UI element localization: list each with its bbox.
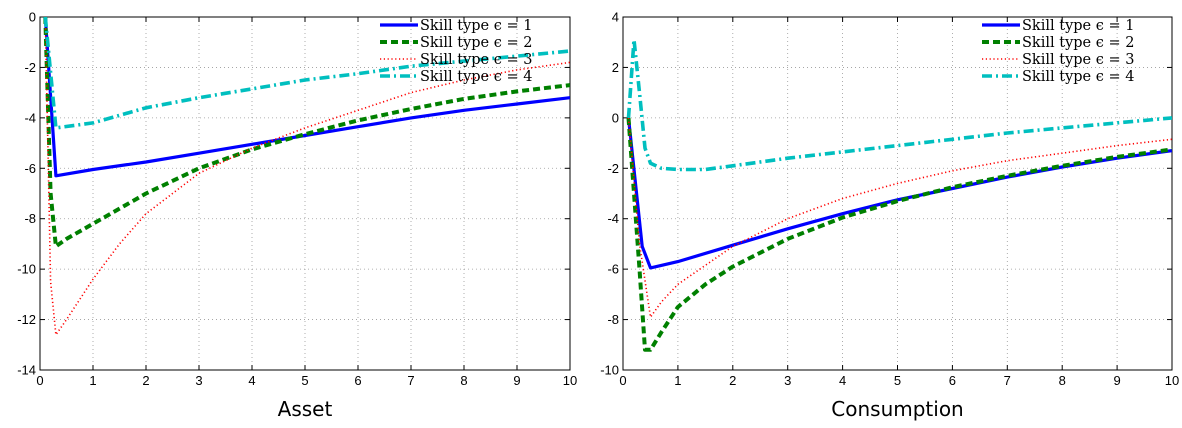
y-tick-label: -4 [24, 110, 36, 125]
x-axis-label: Consumption [831, 397, 963, 421]
x-tick-label: 2 [729, 373, 736, 388]
x-tick-label: 1 [674, 373, 681, 388]
legend-label-2: Skill type ϵ = 2 [1022, 35, 1134, 51]
y-tick-label: -10 [600, 363, 619, 378]
x-tick-label: 5 [894, 373, 901, 388]
legend-label-2: Skill type ϵ = 2 [420, 35, 532, 51]
y-tick-label: -10 [17, 262, 36, 277]
legend-label-4: Skill type ϵ = 4 [1022, 69, 1134, 85]
chart-panel-2: 0 1 2 3 4 5 6 7 8 9 10 4 2 0 -2 -4 -6 -8 -10 Skill type ϵ =… [600, 10, 1179, 422]
x-tick-label: 0 [619, 373, 626, 388]
y-tick-label: 4 [612, 10, 619, 25]
legend-label-4: Skill type ϵ = 4 [420, 69, 532, 85]
x-axis-label: Asset [278, 397, 333, 421]
series-line-2 [43, 17, 570, 249]
x-tick-label: 4 [839, 373, 846, 388]
x-tick-label: 10 [563, 373, 577, 388]
x-tick-label: 9 [1113, 373, 1120, 388]
legend-label-1: Skill type ϵ = 1 [1022, 18, 1134, 34]
x-tick-label: 8 [1059, 373, 1066, 388]
series-line-3 [627, 117, 1172, 318]
legend-label-3: Skill type ϵ = 3 [420, 52, 532, 68]
y-tick-label: -2 [24, 60, 36, 75]
series-line-4 [626, 37, 1172, 172]
x-tick-label: 5 [301, 373, 308, 388]
series-line-4 [43, 17, 570, 130]
y-tick-label: -4 [607, 211, 619, 226]
y-tick-label: 2 [612, 60, 619, 75]
x-tick-label: 3 [195, 373, 202, 388]
x-tick-label: 4 [248, 373, 255, 388]
x-tick-label: 6 [949, 373, 956, 388]
y-tick-label: -8 [24, 211, 36, 226]
y-tick-label: 0 [29, 10, 36, 25]
series-line-3 [44, 17, 570, 336]
x-tick-label: 7 [407, 373, 414, 388]
y-tick-label: -2 [607, 161, 619, 176]
y-tick-label: -8 [607, 312, 619, 327]
x-tick-label: 2 [142, 373, 149, 388]
x-tick-label: 0 [36, 373, 43, 388]
y-tick-label: 0 [612, 110, 619, 125]
legend-label-1: Skill type ϵ = 1 [420, 18, 532, 34]
legend-label-3: Skill type ϵ = 3 [1022, 52, 1134, 68]
chart-panel-1: 0 1 2 3 4 5 6 7 8 9 10 0 -2 -4 -6 -8 -10 -12 -14 Skill type… [17, 10, 577, 422]
y-tick-label: -6 [24, 161, 36, 176]
y-tick-label: -14 [17, 363, 36, 378]
x-tick-label: 8 [460, 373, 467, 388]
x-tick-label: 9 [513, 373, 520, 388]
x-tick-label: 3 [784, 373, 791, 388]
x-tick-label: 1 [89, 373, 96, 388]
x-tick-label: 7 [1004, 373, 1011, 388]
x-tick-label: 6 [354, 373, 361, 388]
series-line-2 [626, 117, 1172, 352]
y-tick-label: -6 [607, 262, 619, 277]
series-line-1 [626, 117, 1172, 270]
y-tick-label: -12 [17, 312, 36, 327]
x-tick-label: 10 [1165, 373, 1179, 388]
